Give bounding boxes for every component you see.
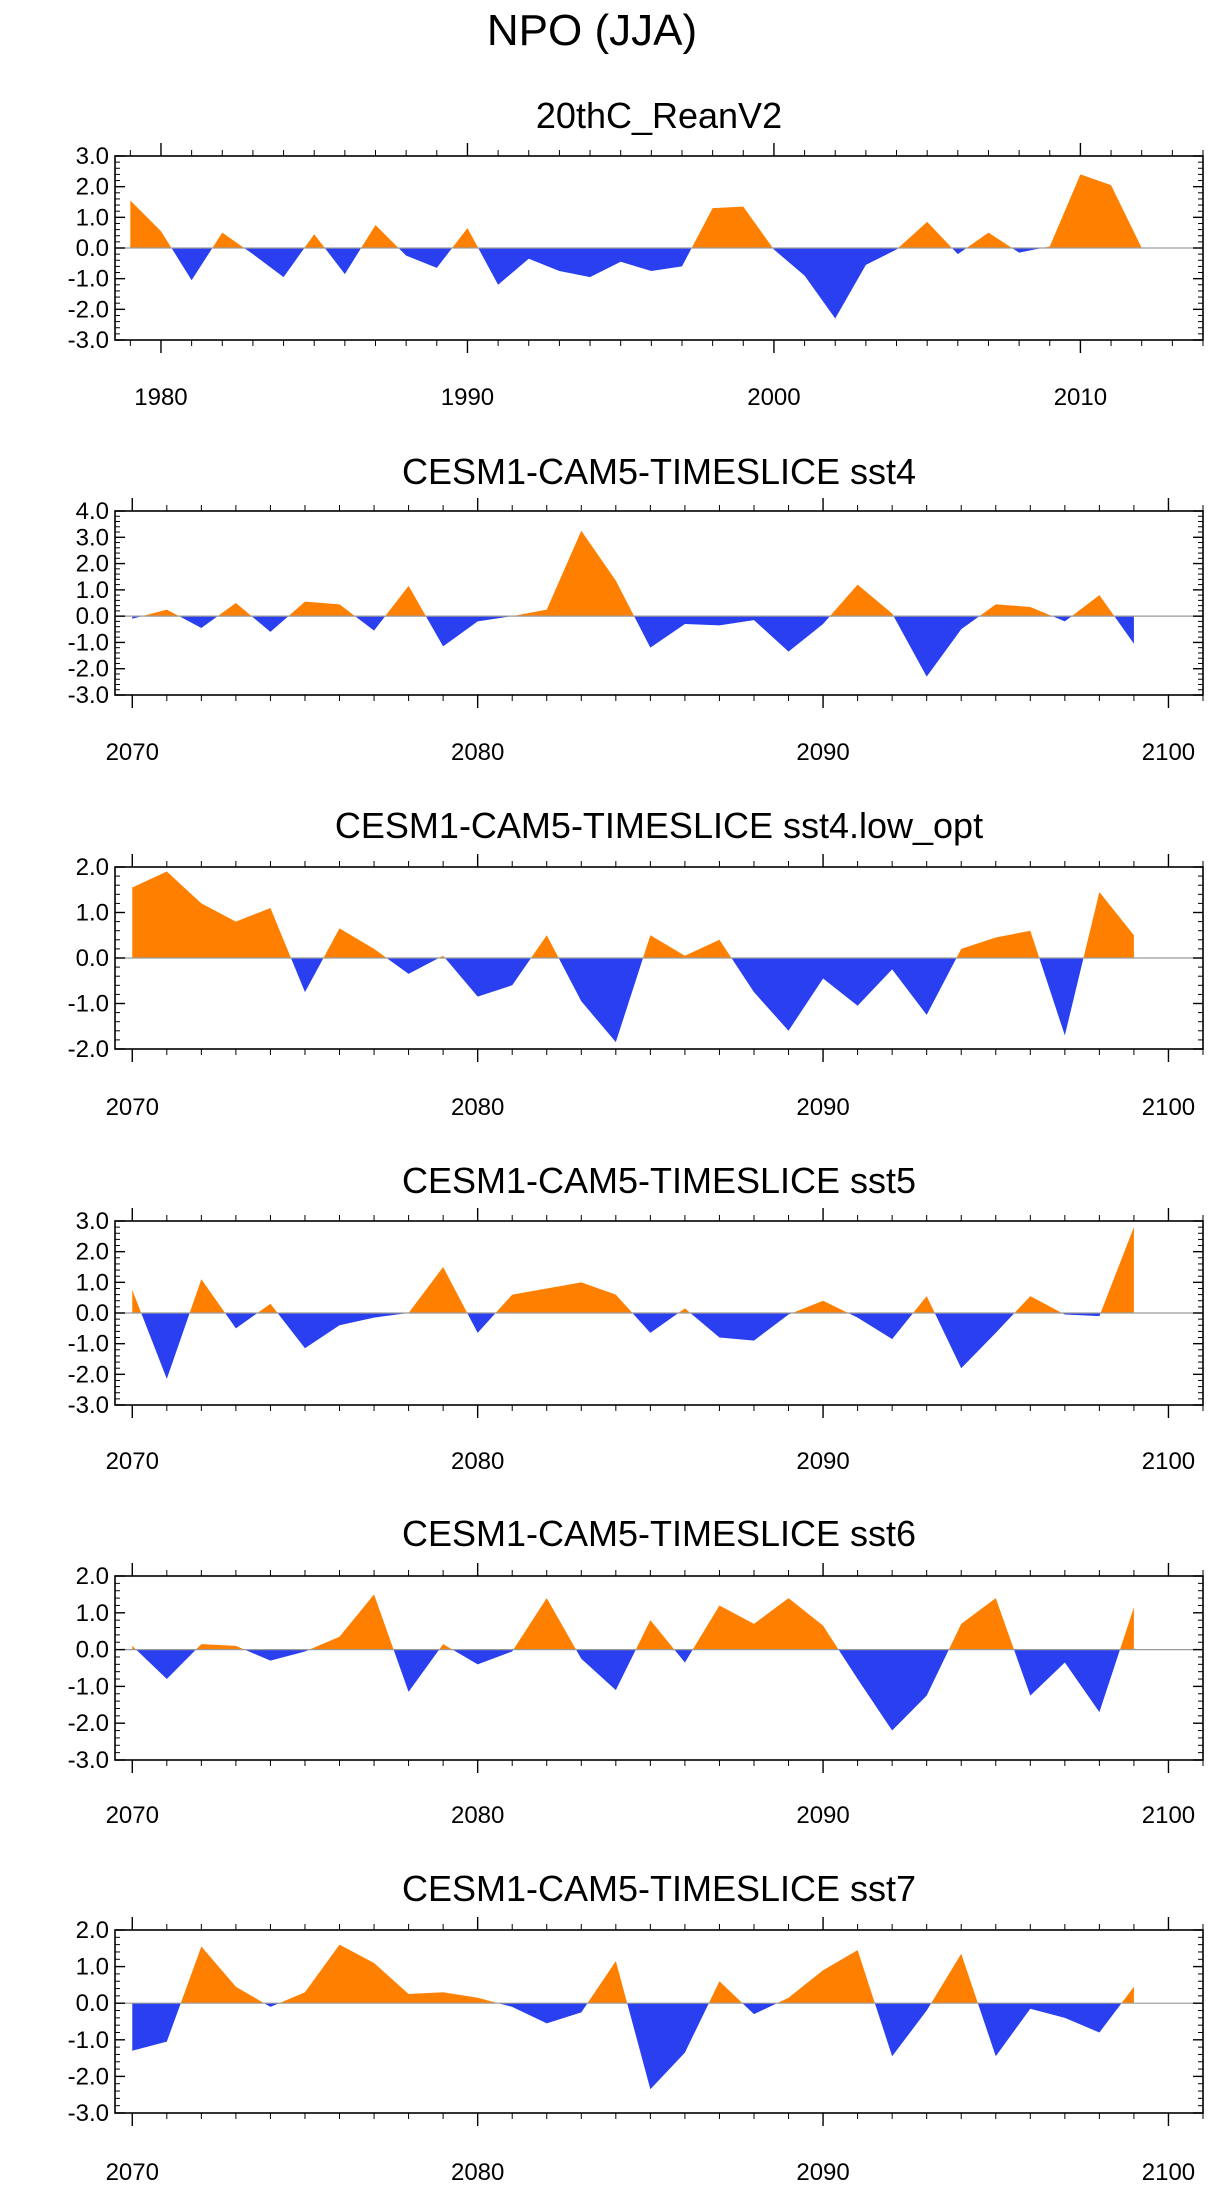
ytick-label: -1.0 [68,2027,109,2054]
panel-title: CESM1-CAM5-TIMESLICE sst5 [402,1160,916,1201]
panel-4: CESM1-CAM5-TIMESLICE sst5 3.0 2.0 1.0 0.0 -1.… [68,1160,1204,1475]
ytick-label: 0.0 [76,1300,109,1327]
panel-3: CESM1-CAM5-TIMESLICE sst4.low_opt 2.0 1.0 0… [68,805,1204,1121]
xtick-label: 2000 [747,384,800,411]
plot-frame [114,1929,1204,2114]
panel-title: CESM1-CAM5-TIMESLICE sst4 [402,451,916,492]
ytick-label: -2.0 [68,1036,109,1063]
panels-container: 20thC_ReanV23.02.01.00.0-1.0-2.0-3.01980… [68,95,1204,2185]
ytick-label: 0.0 [76,235,109,262]
xtick-label: 2090 [796,1094,849,1121]
positive-area [132,1944,1134,2004]
plot-frame [114,1575,1204,1761]
panel-title: CESM1-CAM5-TIMESLICE sst7 [402,1868,916,1909]
xtick-label: 2070 [106,1448,159,1475]
ytick-label: 0.0 [76,603,109,630]
ytick-label: 1.0 [76,1954,109,1981]
ytick-label: -2.0 [68,656,109,683]
xtick-label: 2100 [1142,1802,1195,1829]
xtick-label: 2080 [451,1802,504,1829]
ytick-label: -1.0 [68,1673,109,1700]
ytick-label: 3.0 [76,1208,109,1235]
ytick-label: 1.0 [76,1600,109,1627]
ytick-label: 1.0 [76,900,109,927]
ytick-label: 4.0 [76,498,109,525]
xtick-label: 2090 [796,739,849,766]
xtick-label: 2090 [796,1802,849,1829]
ytick-label: 2.0 [76,551,109,578]
xtick-label: 2070 [106,2159,159,2185]
negative-area [132,2003,1134,2090]
ytick-label: 3.0 [76,143,109,170]
xtick-label: 2080 [451,739,504,766]
panel-title: 20thC_ReanV2 [536,95,782,136]
xtick-label: 2080 [451,1448,504,1475]
positive-area [132,871,1134,958]
panel-5: CESM1-CAM5-TIMESLICE sst6 2.0 1.0 0.0 -1.0 -2… [68,1513,1204,1829]
ytick-label: -3.0 [68,2100,109,2127]
ytick-label: -3.0 [68,327,109,354]
ytick-label: -2.0 [68,2063,109,2090]
xtick-label: 2090 [796,1448,849,1475]
xtick-label: 2010 [1054,384,1107,411]
ytick-label: -2.0 [68,1361,109,1388]
xtick-label: 1980 [134,384,187,411]
ytick-label: 2.0 [76,174,109,201]
xtick-label: 2100 [1142,2159,1195,2185]
positive-area [130,174,1142,248]
negative-area [130,248,1142,319]
ytick-label: 3.0 [76,524,109,551]
negative-area [132,616,1134,677]
plot-frame [114,510,1204,696]
ytick-label: 2.0 [76,854,109,881]
ytick-label: -2.0 [68,1710,109,1737]
ytick-label: 2.0 [76,1917,109,1944]
negative-area [132,1649,1134,1731]
ytick-label: 2.0 [76,1563,109,1590]
negative-area [132,1313,1134,1379]
xtick-label: 2070 [106,1094,159,1121]
positive-area [132,1227,1134,1313]
ytick-label: -1.0 [68,991,109,1018]
ytick-label: -1.0 [68,1331,109,1358]
xtick-label: 1990 [441,384,494,411]
negative-area [132,958,1134,1043]
ytick-label: 1.0 [76,577,109,604]
panel-2: CESM1-CAM5-TIMESLICE sst4 4.03.02.01.00.0… [68,451,1204,766]
ytick-label: -1.0 [68,629,109,656]
xtick-label: 2100 [1142,1094,1195,1121]
panel-1: 20thC_ReanV2 3.0 2.0 1.0 0.0 -1.0 -2.0 -3.0 1980… [68,95,1204,411]
xtick-label: 2080 [451,1094,504,1121]
ytick-label: 0.0 [76,1637,109,1664]
ytick-label: 0.0 [76,1990,109,2017]
ytick-label: 1.0 [76,1269,109,1296]
panel-6: CESM1-CAM5-TIMESLICE sst7 2.0 1.0 0.0 -1.0 -2… [68,1868,1204,2185]
xtick-label: 2100 [1142,739,1195,766]
xtick-label: 2070 [106,739,159,766]
xtick-label: 2090 [796,2159,849,2185]
panel-title: CESM1-CAM5-TIMESLICE sst4.low_opt [335,805,983,846]
panel-title: CESM1-CAM5-TIMESLICE sst6 [402,1513,916,1554]
xtick-label: 2070 [106,1802,159,1829]
ytick-label: 0.0 [76,945,109,972]
ytick-label: 2.0 [76,1239,109,1266]
positive-area [132,1594,1134,1650]
ytick-label: -3.0 [68,682,109,709]
xtick-label: 2080 [451,2159,504,2185]
ytick-label: -3.0 [68,1392,109,1419]
xtick-label: 2100 [1142,1448,1195,1475]
figure-title: NPO (JJA) [487,6,697,55]
ytick-label: 1.0 [76,204,109,231]
ytick-label: -2.0 [68,296,109,323]
ytick-label: -1.0 [68,266,109,293]
positive-area [132,530,1134,617]
ytick-label: -3.0 [68,1747,109,1774]
